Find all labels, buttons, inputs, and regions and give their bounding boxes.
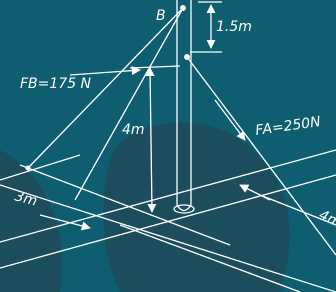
point-b — [180, 5, 186, 11]
diagram: B 1.5m FB=175 N 4m FA=250N 3m 4m — [0, 0, 336, 292]
label: FB=175 N — [20, 76, 92, 92]
label: 1.5m — [216, 19, 252, 35]
anchor-point — [26, 166, 31, 171]
label: B — [156, 8, 166, 24]
point-a — [184, 54, 190, 60]
label: 4m — [122, 122, 145, 138]
